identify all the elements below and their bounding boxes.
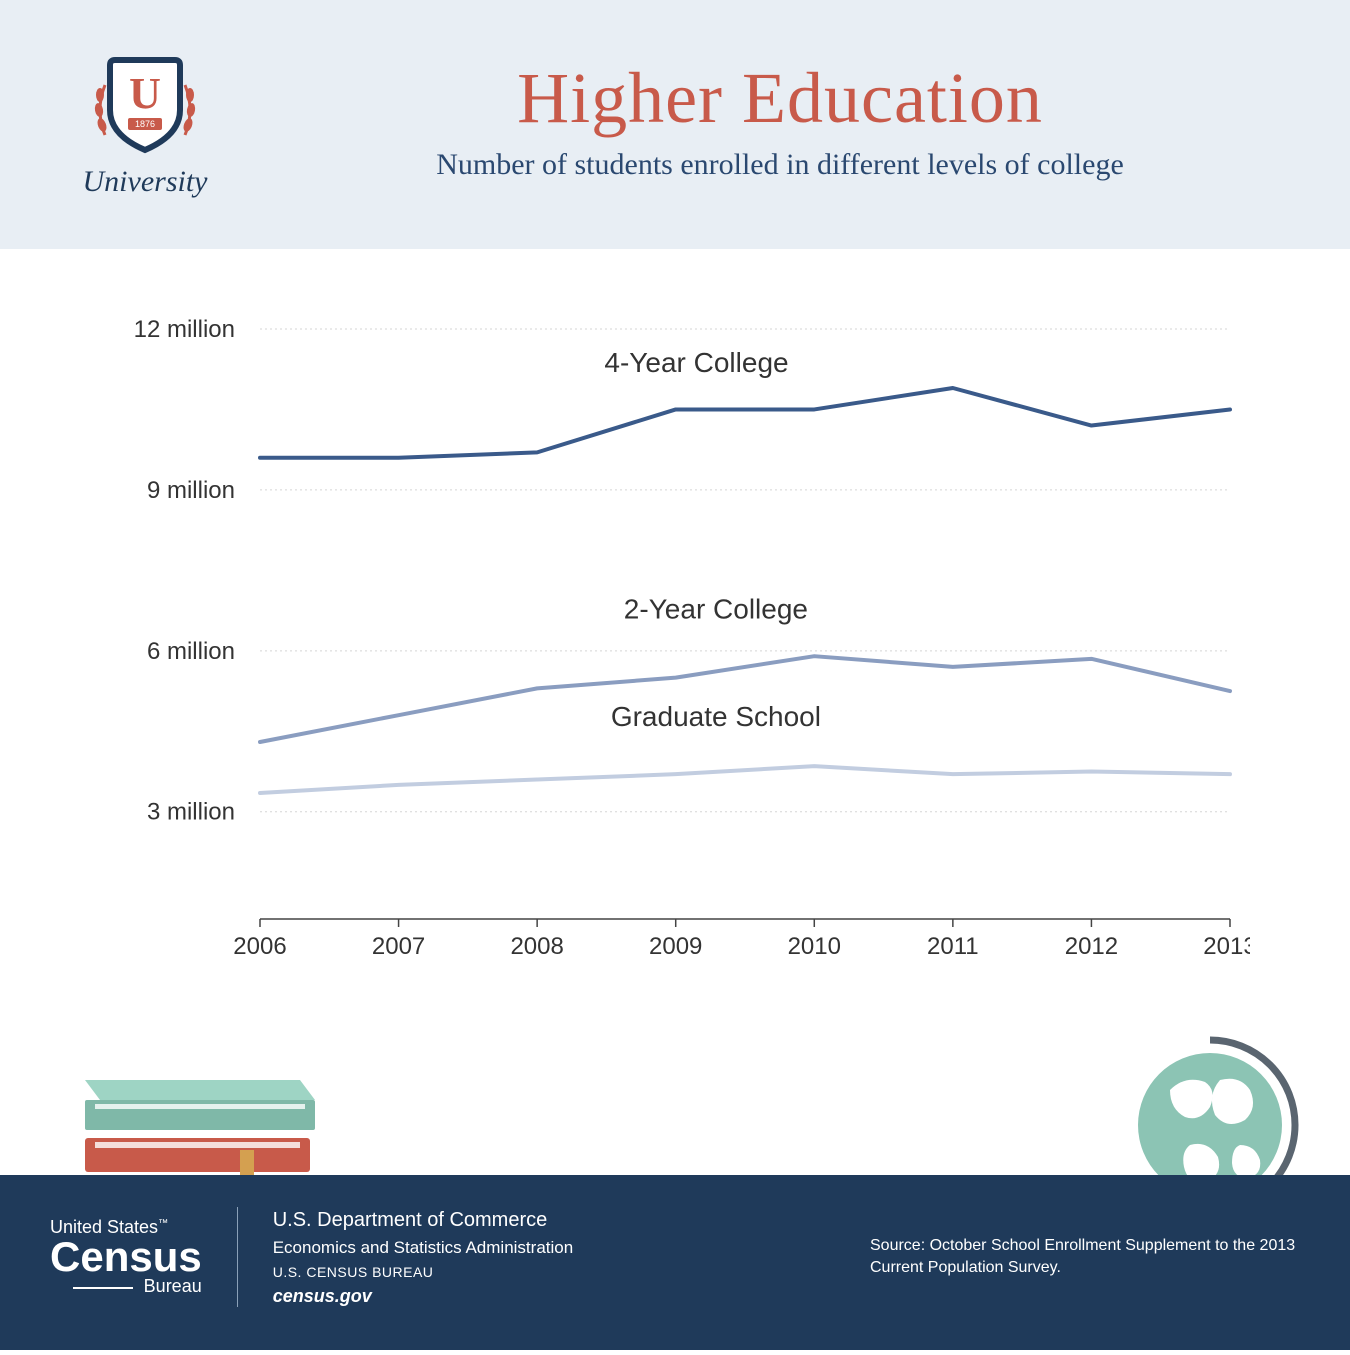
university-label: University bbox=[60, 165, 230, 199]
footer-divider bbox=[237, 1207, 238, 1307]
svg-text:3 million: 3 million bbox=[147, 799, 235, 826]
svg-text:12 million: 12 million bbox=[134, 319, 235, 343]
svg-text:2013: 2013 bbox=[1203, 933, 1250, 960]
title-area: Higher Education Number of students enro… bbox=[270, 57, 1290, 182]
svg-text:2007: 2007 bbox=[372, 933, 425, 960]
svg-text:2009: 2009 bbox=[649, 933, 702, 960]
footer-department: U.S. Department of Commerce Economics an… bbox=[273, 1205, 573, 1311]
footer-source: Source: October School Enrollment Supple… bbox=[870, 1235, 1300, 1280]
page-subtitle: Number of students enrolled in different… bbox=[270, 148, 1290, 182]
svg-text:2010: 2010 bbox=[788, 933, 841, 960]
line-chart: 3 million 6 million 9 million 12 million 200… bbox=[0, 249, 1350, 1009]
svg-text:2008: 2008 bbox=[510, 933, 563, 960]
university-logo: U 1876 University bbox=[60, 40, 230, 199]
page-title: Higher Education bbox=[270, 57, 1290, 140]
svg-text:2012: 2012 bbox=[1065, 933, 1118, 960]
svg-text:1876: 1876 bbox=[135, 119, 155, 129]
header: U 1876 University Higher Education Numbe… bbox=[0, 0, 1350, 249]
svg-text:Graduate School: Graduate School bbox=[611, 701, 821, 732]
svg-text:2006: 2006 bbox=[233, 933, 286, 960]
svg-text:2011: 2011 bbox=[927, 933, 979, 960]
shield-icon: U 1876 bbox=[90, 40, 200, 160]
svg-text:6 million: 6 million bbox=[147, 638, 235, 665]
svg-text:4-Year College: 4-Year College bbox=[604, 347, 788, 378]
census-logo: United States™ Census Bureau bbox=[50, 1217, 202, 1297]
census-sub-text: Bureau bbox=[144, 1276, 202, 1296]
census-main-text: Census bbox=[50, 1233, 202, 1280]
svg-text:U: U bbox=[129, 69, 161, 118]
svg-text:9 million: 9 million bbox=[147, 477, 235, 504]
svg-text:2-Year College: 2-Year College bbox=[624, 594, 808, 625]
footer: United States™ Census Bureau U.S. Depart… bbox=[0, 1175, 1350, 1351]
chart-svg: 3 million 6 million 9 million 12 million 200… bbox=[120, 319, 1250, 979]
